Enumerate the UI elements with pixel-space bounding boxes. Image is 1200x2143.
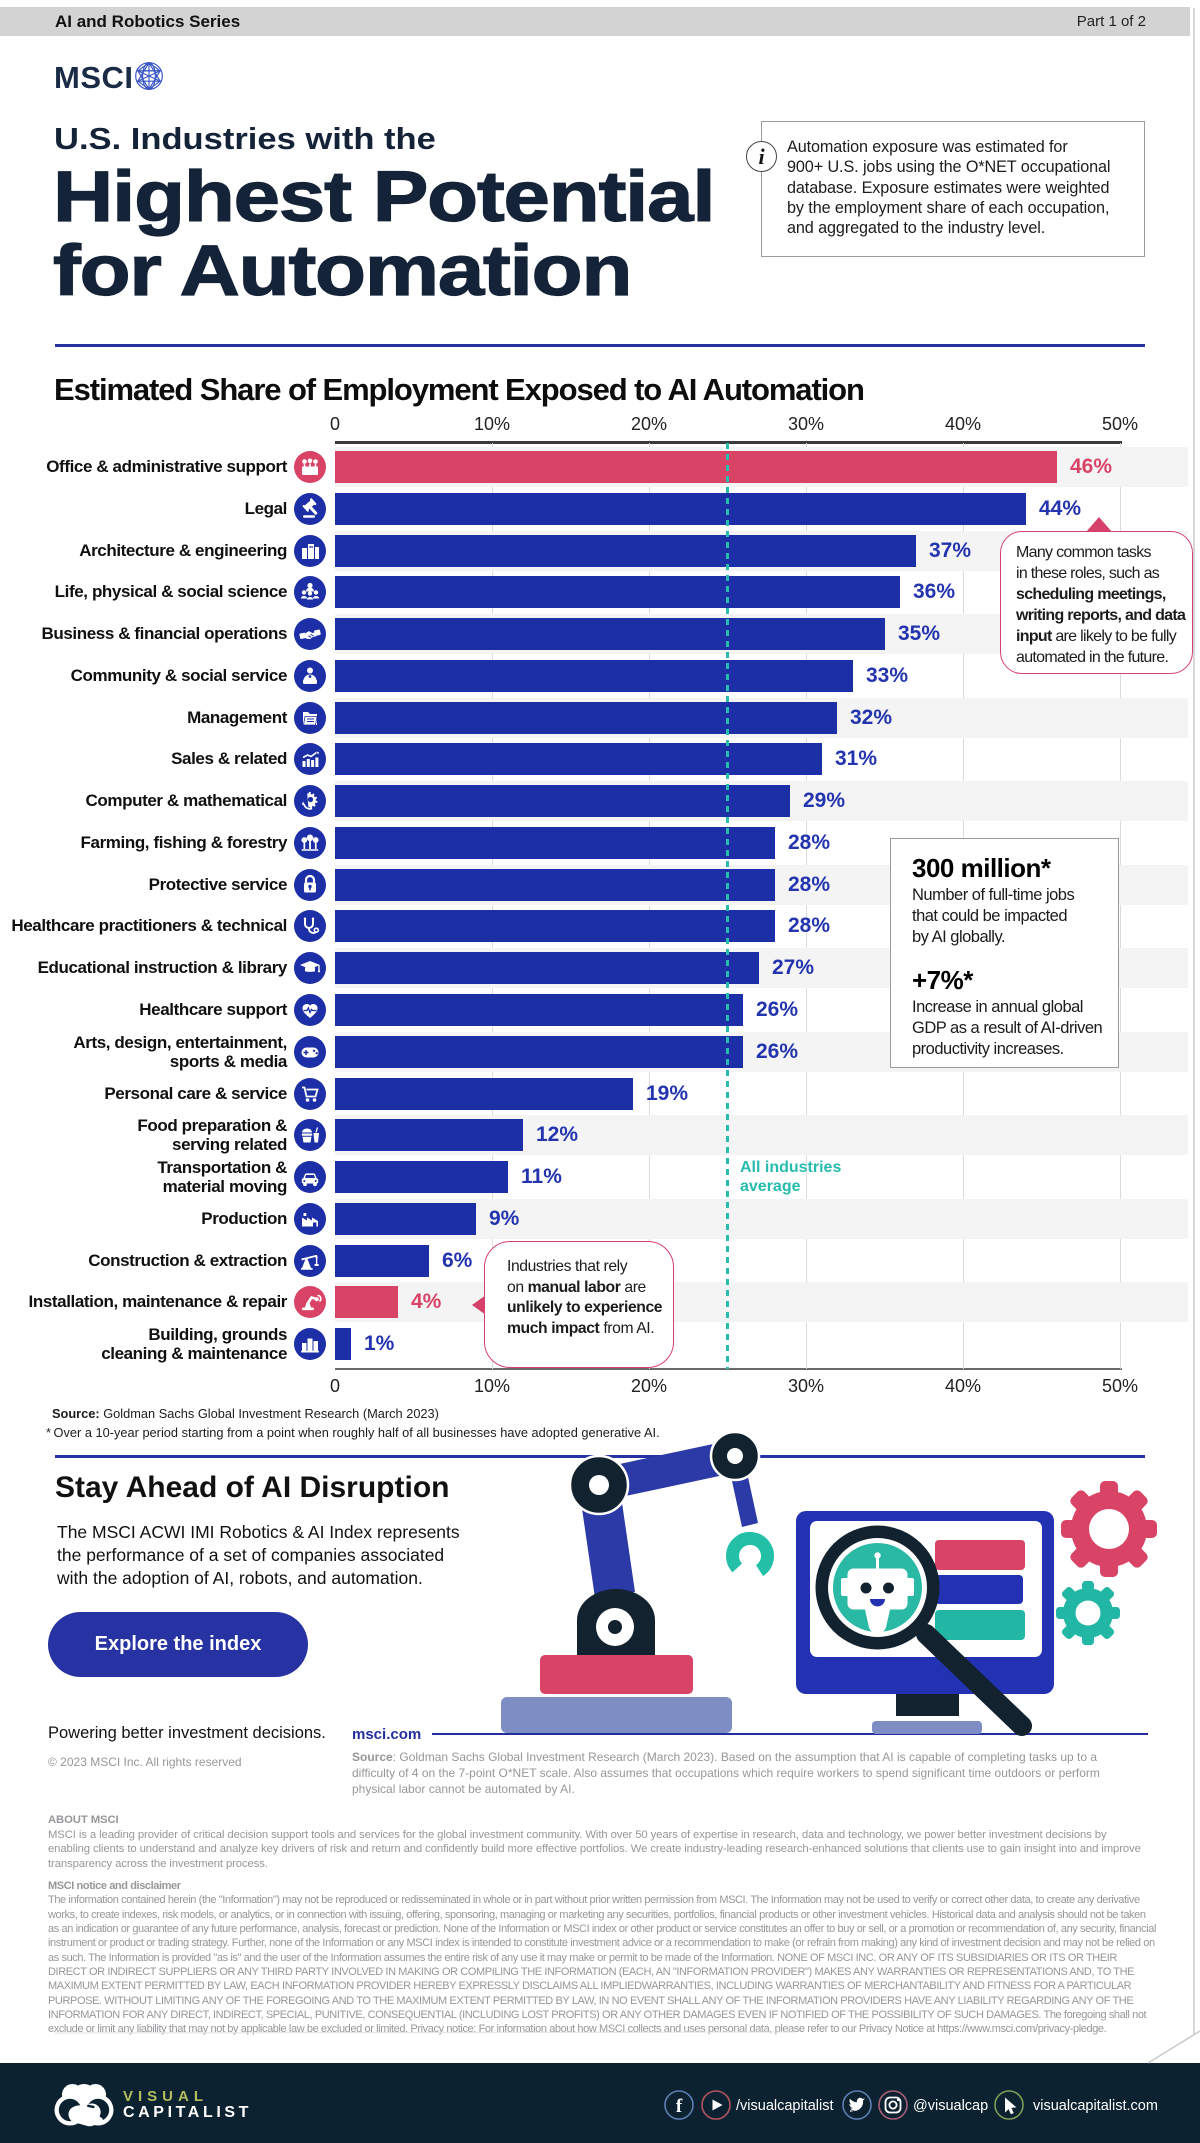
svg-text:@visualcap: @visualcap: [913, 2098, 988, 2114]
svg-text:visualcapitalist.com: visualcapitalist.com: [1033, 2098, 1158, 2114]
svg-text:/visualcapitalist: /visualcapitalist: [736, 2098, 834, 2114]
svg-text:f: f: [676, 2096, 683, 2117]
